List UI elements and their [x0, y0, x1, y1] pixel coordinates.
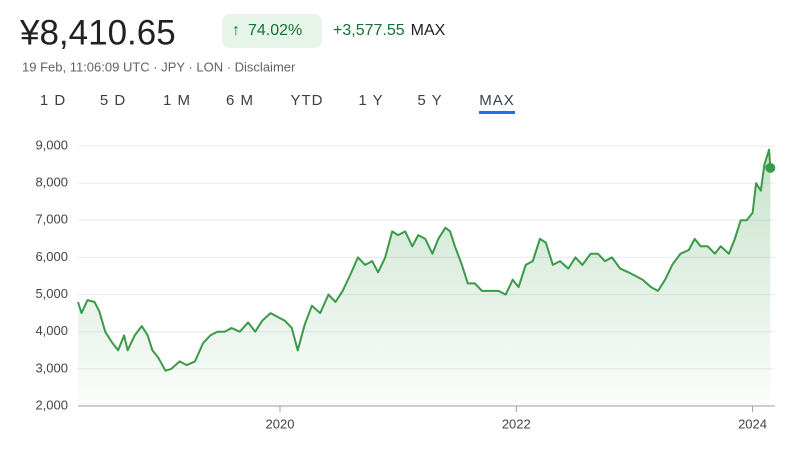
x-tick-label: 2022 [502, 416, 531, 431]
change-percent: 74.02% [248, 22, 302, 39]
up-arrow: ↑ [232, 22, 240, 39]
y-tick-label: 4,000 [35, 323, 68, 338]
range-tab[interactable]: 1 Y [358, 92, 383, 109]
range-tab[interactable]: 5 D [100, 92, 126, 109]
change-pill [222, 14, 322, 48]
range-tab[interactable]: MAX [479, 92, 515, 109]
y-tick-label: 9,000 [35, 137, 68, 152]
range-tab[interactable]: YTD [291, 92, 324, 109]
area-fill [78, 149, 771, 406]
y-tick-label: 8,000 [35, 175, 68, 190]
period: MAX [411, 22, 446, 39]
y-tick-label: 6,000 [35, 249, 68, 264]
active-tab-underline [479, 111, 515, 114]
price: ¥8,410.65 [19, 13, 176, 52]
range-tab[interactable]: 1 M [163, 92, 191, 109]
y-tick-label: 5,000 [35, 286, 68, 301]
y-tick-label: 3,000 [35, 360, 68, 375]
range-tab[interactable]: 1 D [40, 92, 66, 109]
range-tabs: 1 D 5 D 1 M 6 M YTD 1 Y 5 Y MAX [40, 92, 515, 114]
range-tab[interactable]: 6 M [226, 92, 254, 109]
meta-line: 19 Feb, 11:06:09 UTC · JPY · LON · Discl… [22, 59, 296, 74]
last-price-dot [765, 162, 776, 173]
change-abs: +3,577.55 MAX [333, 22, 446, 39]
y-tick-label: 7,000 [35, 212, 68, 227]
price-line [77, 148, 772, 372]
x-tick-label: 2020 [266, 416, 295, 431]
change-value: +3,577.55 [333, 22, 405, 39]
range-tab[interactable]: 5 Y [417, 92, 442, 109]
y-tick-label: 2,000 [35, 397, 68, 412]
x-tick-label: 2024 [738, 416, 767, 431]
